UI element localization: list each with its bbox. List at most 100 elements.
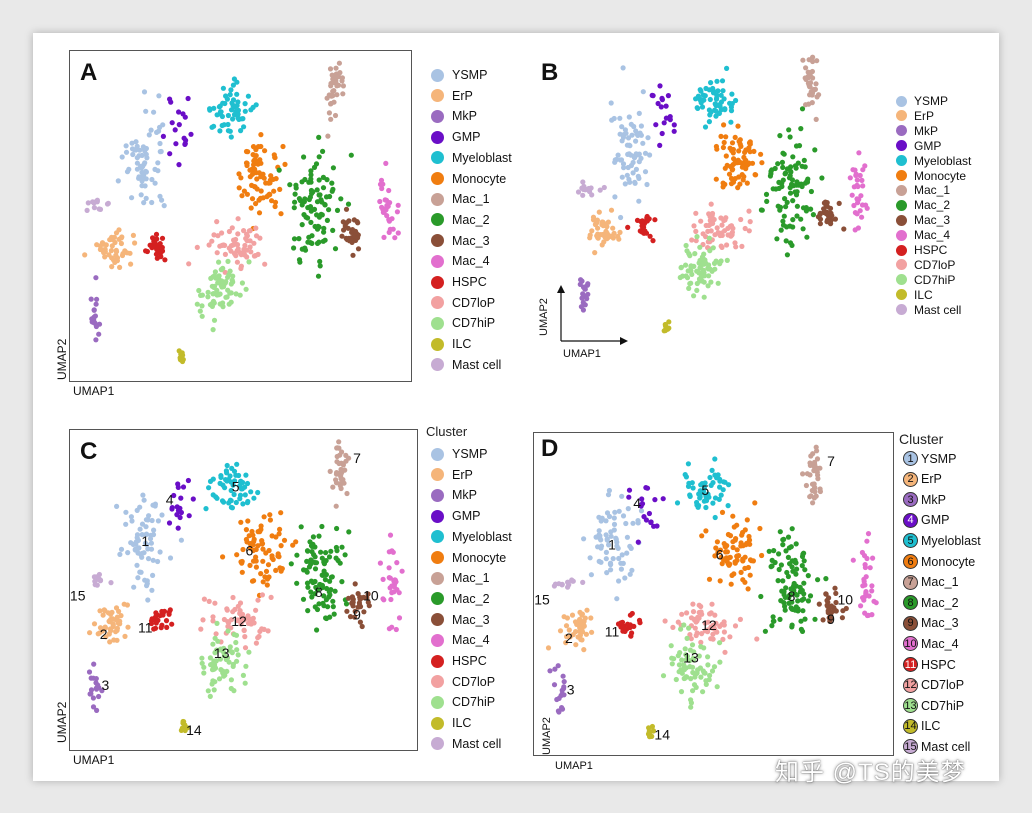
data-point [311,552,317,558]
data-point [690,657,697,663]
data-point [154,247,160,253]
data-point [218,109,224,115]
data-point [637,130,643,136]
data-point [333,480,340,486]
data-point [610,225,616,231]
legend-item: MkP [431,488,477,502]
data-point [697,488,703,494]
data-point [587,235,593,241]
data-point [330,604,336,610]
legend-label: CD7loP [452,674,496,689]
data-point [178,495,184,501]
legend-swatch [896,125,907,137]
data-point [650,93,656,99]
data-point [217,128,223,134]
data-point [595,231,601,237]
data-point [209,681,215,687]
data-point [816,92,822,98]
data-point [733,97,739,104]
data-point [263,568,270,574]
legend-number-marker: 2 [903,471,918,487]
data-point [235,111,241,117]
legend-title-c: Cluster [426,424,468,439]
data-point [820,617,826,623]
data-point [290,542,296,548]
data-point [711,216,717,223]
legend-item: 11 HSPC [903,657,956,672]
data-point [703,528,709,534]
legend-item: ILC [431,716,471,730]
data-point [660,496,666,502]
cluster-number-label: 6 [716,546,724,562]
data-point [813,493,819,499]
data-point [611,521,618,527]
data-point [139,532,145,538]
data-point [228,299,234,305]
data-point [586,185,592,192]
data-point [730,544,736,551]
data-point [291,205,297,211]
data-point [626,487,633,493]
data-point [336,60,342,66]
data-point [790,154,796,160]
data-point [244,162,250,169]
legend-item: HSPC [896,243,947,257]
data-point [779,159,785,165]
data-point [561,684,567,690]
data-point [690,609,697,615]
data-point [616,508,622,514]
data-point [90,704,97,710]
data-point [785,554,791,560]
data-point [636,159,642,165]
data-point [833,590,839,596]
data-point [321,229,327,235]
data-point [657,83,663,89]
data-point [658,104,664,110]
legend-label: Mac_3 [921,616,959,631]
data-point [673,676,679,683]
data-point [224,96,230,102]
cluster-erp [87,601,131,645]
data-point [180,484,187,490]
data-point [118,546,125,552]
cluster-number-label: 8 [315,584,323,600]
data-point [249,578,256,584]
data-point [688,263,694,269]
data-point [310,579,316,586]
data-point [733,244,739,250]
data-point [326,92,332,98]
data-point [629,132,635,138]
data-point [227,290,233,296]
data-point [211,105,217,111]
data-point [240,501,246,507]
data-point [333,503,339,509]
data-point [616,555,622,562]
data-point [714,539,720,545]
data-point [243,527,249,533]
data-point [603,532,609,538]
data-point [235,231,241,237]
data-point [638,508,645,514]
data-point [113,247,119,253]
data-point [258,174,264,180]
data-point [253,225,259,231]
data-point [125,550,131,556]
data-point [107,639,113,645]
data-point [840,608,846,614]
data-point [269,198,275,204]
data-point [762,628,768,634]
data-point [811,468,817,474]
data-point [823,576,829,582]
legend-item: 6 Monocyte [903,554,975,569]
data-point [253,102,259,108]
data-point [245,149,251,155]
data-point [88,296,94,302]
data-point [386,575,392,581]
cluster-mac_2 [758,106,825,258]
data-point [649,723,655,730]
data-point [794,189,800,195]
data-point [128,261,134,267]
data-point [126,166,132,172]
cluster-mac_2 [276,134,354,279]
data-point [813,116,819,122]
